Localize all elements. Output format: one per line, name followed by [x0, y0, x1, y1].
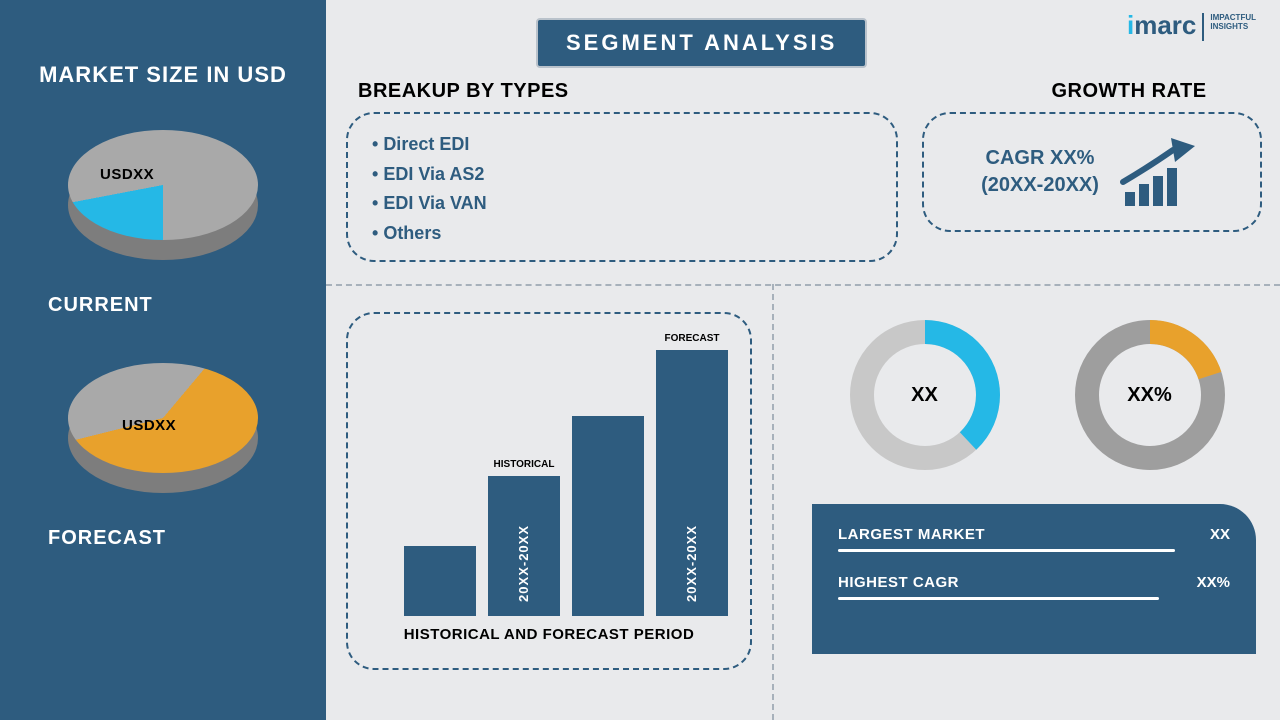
types-box: Direct EDIEDI Via AS2EDI Via VANOthers [346, 112, 898, 262]
info-row-label: LARGEST MARKET [838, 526, 985, 543]
info-row: LARGEST MARKET XX [838, 526, 1230, 543]
page: MARKET SIZE IN USD USDXX CURRENT USDXX FORE… [0, 0, 1280, 720]
donut-label: XX [850, 320, 1000, 470]
pie-chart: USDXX [48, 118, 278, 288]
logo-tagline: IMPACTFUL INSIGHTS [1210, 14, 1256, 32]
pie-caption: CURRENT [48, 294, 278, 317]
right-panel: SEGMENT ANALYSIS imarc IMPACTFUL INSIGHT… [326, 0, 1280, 720]
cagr-line2: (20XX-20XX) [981, 174, 1099, 196]
types-title: BREAKUP BY TYPES [358, 80, 569, 103]
hist-bar [404, 546, 476, 616]
types-item: Others [372, 219, 872, 249]
donuts-row: XX XX% [812, 320, 1262, 470]
logo-tagline-1: IMPACTFUL [1210, 13, 1256, 22]
donut-chart: XX% [1075, 320, 1225, 470]
types-list: Direct EDIEDI Via AS2EDI Via VANOthers [372, 130, 872, 249]
logo-tagline-2: INSIGHTS [1210, 22, 1248, 31]
pie-caption: FORECAST [48, 527, 278, 550]
growth-title: GROWTH RATE [1006, 80, 1252, 103]
cagr-text: CAGR XX% (20XX-20XX) [981, 145, 1099, 199]
info-row-label: HIGHEST CAGR [838, 574, 959, 591]
hist-vlabel-right: 20XX-20XX [684, 525, 699, 602]
growth-icon [1117, 134, 1203, 210]
types-item: EDI Via VAN [372, 189, 872, 219]
hist-box: HISTORICAL FORECAST 20XX-20XX 20XX-20XX HIS… [346, 312, 752, 670]
pie-label: USDXX [122, 417, 176, 434]
hist-label-forecast: FORECAST [652, 333, 732, 344]
info-row-value: XX [1210, 526, 1230, 543]
hist-bar [572, 416, 644, 616]
left-title: MARKET SIZE IN USD [39, 62, 287, 88]
logo-text: imarc [1127, 10, 1196, 41]
donut-chart: XX [850, 320, 1000, 470]
donut-label: XX% [1075, 320, 1225, 470]
logo: imarc IMPACTFUL INSIGHTS [1127, 10, 1256, 41]
info-row-line [838, 549, 1175, 552]
growth-box: CAGR XX% (20XX-20XX) [922, 112, 1262, 232]
pie-label: USDXX [100, 166, 154, 183]
logo-separator [1202, 13, 1204, 41]
types-item: EDI Via AS2 [372, 160, 872, 190]
pie-chart: USDXX [48, 351, 278, 521]
hist-caption: HISTORICAL AND FORECAST PERIOD [364, 626, 734, 643]
cagr-line1: CAGR XX% [986, 147, 1095, 169]
hist-label-historical: HISTORICAL [484, 459, 564, 470]
hist-vlabel-left: 20XX-20XX [516, 525, 531, 602]
types-item: Direct EDI [372, 130, 872, 160]
info-row: HIGHEST CAGR XX% [838, 574, 1230, 591]
banner: SEGMENT ANALYSIS [536, 18, 867, 68]
info-card: LARGEST MARKET XX HIGHEST CAGR XX% [812, 504, 1256, 654]
left-panel: MARKET SIZE IN USD USDXX CURRENT USDXX FORE… [0, 0, 326, 720]
v-divider [772, 284, 774, 720]
hist-chart: HISTORICAL FORECAST 20XX-20XX 20XX-20XX [364, 336, 734, 616]
info-row-line [838, 597, 1159, 600]
info-row-value: XX% [1197, 574, 1230, 591]
h-divider [326, 284, 1280, 286]
